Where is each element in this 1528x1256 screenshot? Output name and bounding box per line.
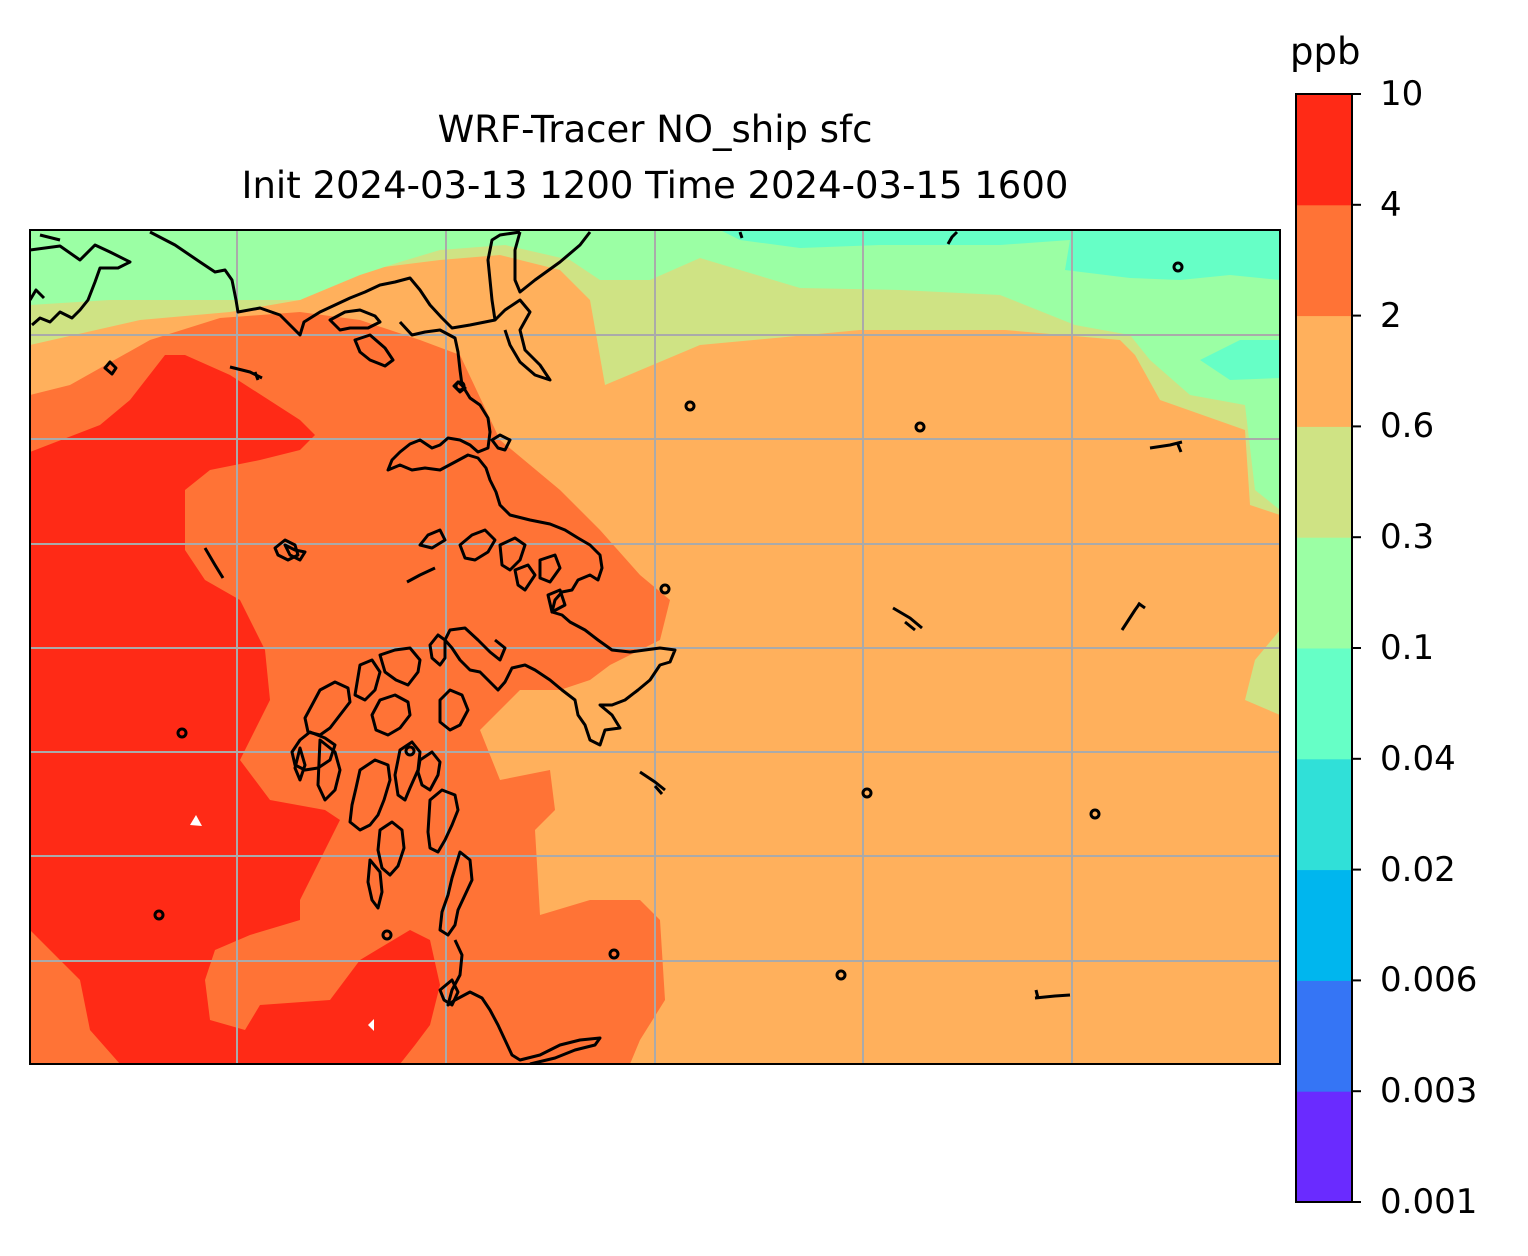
colorbar-segment xyxy=(1296,537,1352,649)
colorbar-tick-label: 4 xyxy=(1380,184,1402,225)
colorbar-unit-label: ppb xyxy=(1290,30,1361,73)
colorbar-tick-label: 0.6 xyxy=(1380,406,1435,447)
colorbar-tick-label: 0.006 xyxy=(1380,960,1478,1001)
colorbar-segment xyxy=(1296,94,1352,206)
colorbar-segment xyxy=(1296,980,1352,1092)
contour-0.04-0.1-east xyxy=(1200,340,1280,380)
colorbar-tick-label: 0.1 xyxy=(1380,628,1435,668)
colorbar-tick-label: 10 xyxy=(1380,74,1424,114)
plot-title-line-2: Init 2024-03-13 1200 Time 2024-03-15 160… xyxy=(241,164,1069,207)
colorbar-segment xyxy=(1296,648,1352,760)
colorbar-tick-label: 0.003 xyxy=(1380,1071,1478,1112)
contour-4-10 xyxy=(30,355,440,1064)
colorbar-segment xyxy=(1296,1091,1352,1203)
colorbar-tick-label: 0.04 xyxy=(1380,738,1456,779)
contour-0.04-0.1 xyxy=(720,230,1280,280)
colorbar-segment xyxy=(1296,426,1352,538)
white-speck xyxy=(368,1019,374,1031)
colorbar-segment xyxy=(1296,758,1352,871)
contour-0.3-0.6 xyxy=(30,230,1280,515)
white-speck xyxy=(190,815,202,826)
colorbar xyxy=(1296,93,1361,1203)
plot-title-line-1: WRF-Tracer NO_ship sfc xyxy=(437,108,873,151)
colorbar-tick-label: 0.001 xyxy=(1380,1182,1478,1222)
colorbar-tick-label: 0.3 xyxy=(1380,517,1435,558)
contour-0.3-0.6-east xyxy=(1245,630,1280,715)
colorbar-segment xyxy=(1296,204,1352,317)
colorbar-segment xyxy=(1296,869,1352,981)
small-islands xyxy=(153,261,1184,981)
coastlines xyxy=(30,230,1183,1064)
colorbar-segment xyxy=(1296,315,1352,427)
colorbar-frame xyxy=(1295,93,1353,1203)
map-frame xyxy=(29,229,1281,1065)
colorbar-tick-label: 0.02 xyxy=(1380,849,1456,890)
colorbar-tick-label: 2 xyxy=(1380,295,1402,336)
